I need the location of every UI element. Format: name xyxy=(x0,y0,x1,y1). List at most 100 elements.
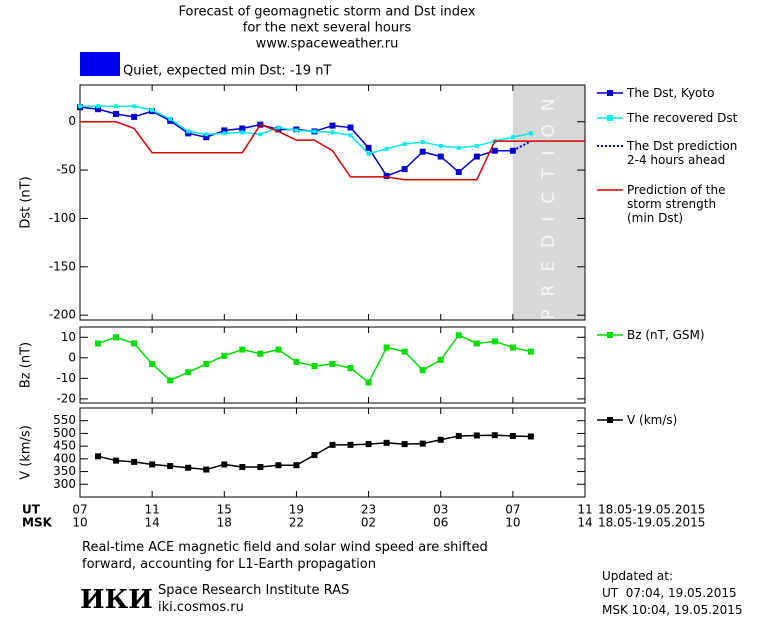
legend-label: The Dst prediction 2-4 hours ahead xyxy=(627,139,738,167)
data-point xyxy=(239,463,246,470)
y-tick-label: 550 xyxy=(53,413,76,427)
data-point xyxy=(474,143,479,148)
legend-label: Prediction of the storm strength (min Ds… xyxy=(627,183,726,225)
plot-frame xyxy=(79,407,586,498)
data-point xyxy=(203,360,210,367)
data-point xyxy=(167,462,174,469)
x-tick-label: 15 xyxy=(217,503,232,517)
data-point xyxy=(131,458,138,465)
data-point xyxy=(258,132,263,137)
data-point xyxy=(347,441,354,448)
data-point xyxy=(275,462,282,469)
data-point xyxy=(365,144,372,151)
data-point xyxy=(131,113,138,120)
data-point xyxy=(168,116,173,121)
x-tick-label: 10 xyxy=(505,516,520,530)
date-range: 18.05-19.05.2015 xyxy=(598,516,705,530)
data-point xyxy=(509,432,516,439)
data-point xyxy=(221,352,228,359)
data-point xyxy=(401,441,408,448)
data-point xyxy=(437,153,444,160)
data-point xyxy=(149,360,156,367)
y-tick-label: -150 xyxy=(49,259,76,273)
data-point xyxy=(239,125,246,132)
data-point xyxy=(347,365,354,372)
data-point xyxy=(348,133,353,138)
legend-marker xyxy=(607,332,613,338)
data-point xyxy=(294,128,299,133)
x-tick-label: 11 xyxy=(577,503,592,517)
y-tick-label: 500 xyxy=(53,426,76,440)
x-tick-label: 07 xyxy=(505,503,520,517)
data-point xyxy=(221,461,228,468)
x-row-name: UT xyxy=(22,503,41,517)
legend-label: Bz (nT, GSM) xyxy=(627,328,705,342)
data-point xyxy=(240,130,245,135)
data-point xyxy=(419,148,426,155)
data-point xyxy=(510,135,515,140)
status: Quiet, expected min Dst: -19 nT xyxy=(123,64,331,79)
data-point xyxy=(185,464,192,471)
data-point xyxy=(203,134,210,141)
data-point xyxy=(113,111,120,118)
legend-marker xyxy=(607,115,613,121)
title-line: www.spaceweather.ru xyxy=(256,37,399,52)
data-point xyxy=(384,146,389,151)
legend-marker xyxy=(607,90,613,96)
data-point xyxy=(150,108,155,113)
data-point xyxy=(257,463,264,470)
data-point xyxy=(347,124,354,131)
data-point xyxy=(491,338,498,345)
y-tick-label: -10 xyxy=(56,371,76,385)
data-point xyxy=(96,104,101,109)
data-point xyxy=(527,348,534,355)
y-tick-label: 300 xyxy=(53,477,76,491)
data-point xyxy=(365,441,372,448)
date-range: 18.05-19.05.2015 xyxy=(598,503,705,517)
updated-line: Updated at: xyxy=(602,569,673,583)
data-point xyxy=(275,346,282,353)
data-point xyxy=(491,432,498,439)
data-point xyxy=(383,172,390,179)
data-point xyxy=(239,346,246,353)
x-tick-label: 19 xyxy=(289,503,304,517)
x-tick-label: 18 xyxy=(217,516,232,530)
site: iki.cosmos.ru xyxy=(158,600,244,615)
data-point xyxy=(185,369,192,376)
x-tick-label: 14 xyxy=(577,516,592,530)
data-point xyxy=(203,466,210,473)
data-point xyxy=(95,453,102,460)
plot-frame xyxy=(79,84,586,321)
series-line xyxy=(512,140,532,152)
data-point xyxy=(456,145,461,150)
data-point xyxy=(204,132,209,137)
series-line xyxy=(80,120,585,181)
data-point xyxy=(419,367,426,374)
data-point xyxy=(293,358,300,365)
data-point xyxy=(401,348,408,355)
data-point xyxy=(329,122,336,129)
data-point xyxy=(114,104,119,109)
status-box xyxy=(80,52,120,76)
series-line xyxy=(79,106,513,177)
title-line: Forecast of geomagnetic storm and Dst in… xyxy=(178,5,475,20)
y-tick-label: -50 xyxy=(56,163,76,177)
x-row-name: MSK xyxy=(22,516,53,530)
x-tick-label: 10 xyxy=(72,516,87,530)
legend-marker xyxy=(607,417,613,423)
x-tick-label: 14 xyxy=(145,516,160,530)
data-point xyxy=(132,104,137,109)
data-point xyxy=(383,439,390,446)
x-tick-label: 06 xyxy=(433,516,448,530)
data-point xyxy=(455,432,462,439)
data-point xyxy=(383,344,390,351)
institute: Space Research Institute RAS xyxy=(158,583,350,598)
y-axis-label: Bz (nT) xyxy=(19,342,34,388)
data-point xyxy=(438,143,443,148)
data-point xyxy=(95,106,102,113)
data-point xyxy=(473,340,480,347)
data-point xyxy=(329,360,336,367)
updated-line: MSK 10:04, 19.05.2015 xyxy=(602,603,743,617)
data-point xyxy=(366,151,371,156)
